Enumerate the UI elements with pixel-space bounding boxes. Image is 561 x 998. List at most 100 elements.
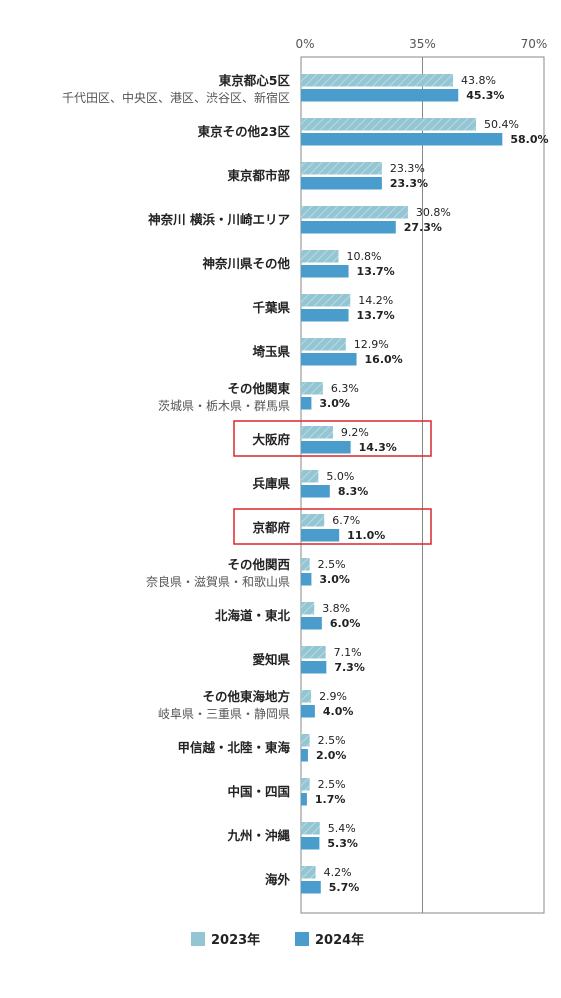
value-label-2024: 58.0% [510, 133, 548, 146]
category-label: その他東海地方 [202, 689, 290, 704]
value-label-2024: 13.7% [357, 265, 395, 278]
highlight-box [233, 508, 432, 545]
category-label: 愛知県 [252, 652, 290, 667]
value-label-2023: 12.9% [354, 338, 389, 351]
value-label-2024: 8.3% [338, 485, 369, 498]
value-label-2024: 1.7% [315, 793, 346, 806]
category-label: 甲信越・北陸・東海 [177, 740, 290, 755]
category-label: 海外 [265, 872, 291, 887]
bar-2023 [301, 470, 319, 483]
bar-2024 [301, 837, 320, 850]
value-label-2024: 27.3% [404, 221, 442, 234]
value-label-2023: 4.2% [324, 866, 352, 879]
bar-2023 [301, 602, 315, 615]
category-label: 大阪府 [252, 432, 290, 447]
bar-2024 [301, 529, 340, 542]
bar-2024 [301, 485, 330, 498]
category-label: その他関西 [227, 557, 290, 572]
bar-2023 [301, 558, 310, 571]
value-label-2023: 6.3% [331, 382, 359, 395]
bar-2024 [301, 573, 312, 586]
value-label-2024: 11.0% [347, 529, 385, 542]
category-sublabel: 茨城県・栃木県・群馬県 [158, 399, 290, 413]
tick-label: 35% [409, 37, 436, 51]
tick-label: 70% [521, 37, 548, 51]
bar-2024 [301, 133, 503, 146]
category-label: 千葉県 [252, 300, 290, 315]
bar-2023 [301, 382, 323, 395]
bar-2023 [301, 206, 408, 219]
bar-2024 [301, 221, 396, 234]
bar-2023 [301, 690, 312, 703]
value-label-2024: 6.0% [330, 617, 361, 630]
category-label: 北海道・東北 [215, 608, 291, 623]
category-sublabel: 千代田区、中央区、港区、渋谷区、新宿区 [62, 90, 290, 105]
value-label-2023: 30.8% [416, 206, 451, 219]
value-label-2023: 2.5% [318, 778, 346, 791]
category-labels: 東京都心5区千代田区、中央区、港区、渋谷区、新宿区東京その他23区東京都市部神奈… [62, 73, 291, 887]
x-axis-ticks: 0% 35% 70% [295, 37, 547, 51]
tick-label: 0% [295, 37, 314, 51]
value-label-2024: 16.0% [365, 353, 403, 366]
bar-2024 [301, 177, 382, 190]
value-label-2023: 10.8% [346, 250, 381, 263]
value-label-2023: 7.1% [334, 646, 362, 659]
legend-label-2024: 2024年 [315, 932, 364, 948]
value-label-2023: 2.9% [319, 690, 347, 703]
value-label-2023: 50.4% [484, 118, 519, 131]
value-label-2024: 3.0% [319, 397, 350, 410]
value-label-2024: 4.0% [323, 705, 354, 718]
value-label-2023: 2.5% [318, 558, 346, 571]
value-label-2024: 5.7% [329, 881, 360, 894]
bar-2023 [301, 118, 476, 131]
highlight-boxes [233, 420, 432, 545]
bar-2023 [301, 294, 351, 307]
bar-2024 [301, 617, 322, 630]
legend-swatch-2024 [295, 932, 309, 946]
bars-layer: 43.8% 45.3% 50.4% 58.0% 23.3% 23.3% 30.8% 27.3%… [301, 74, 549, 894]
category-label: 東京都市部 [227, 168, 290, 183]
value-label-2023: 43.8% [461, 74, 496, 87]
value-label-2024: 3.0% [319, 573, 350, 586]
category-label: 兵庫県 [252, 476, 290, 491]
bar-2024 [301, 397, 312, 410]
value-label-2023: 5.0% [326, 470, 354, 483]
category-label: 中国・四国 [227, 784, 290, 799]
legend-label-2023: 2023年 [211, 932, 260, 948]
bar-2023 [301, 250, 339, 263]
legend: 2023年 2024年 [191, 932, 364, 948]
value-label-2024: 14.3% [359, 441, 397, 454]
category-label: その他関東 [227, 381, 290, 396]
bar-2024 [301, 881, 321, 894]
bar-2023 [301, 74, 454, 87]
bar-2023 [301, 338, 346, 351]
bar-2023 [301, 646, 326, 659]
bar-2023 [301, 778, 310, 791]
bar-2024 [301, 309, 349, 322]
bar-2024 [301, 265, 349, 278]
category-label: 九州・沖縄 [226, 828, 290, 843]
bar-2023 [301, 866, 316, 879]
bar-2024 [301, 749, 308, 762]
value-label-2024: 5.3% [327, 837, 358, 850]
category-label: 埼玉県 [252, 344, 290, 359]
category-label: 東京その他23区 [198, 124, 291, 139]
bar-2024 [301, 353, 357, 366]
bar-2023 [301, 822, 320, 835]
bar-2024 [301, 705, 315, 718]
value-label-2023: 5.4% [328, 822, 356, 835]
bar-2023 [301, 162, 382, 175]
bar-2024 [301, 793, 307, 806]
value-label-2023: 3.8% [322, 602, 350, 615]
value-label-2024: 23.3% [390, 177, 428, 190]
value-label-2023: 2.5% [318, 734, 346, 747]
value-label-2023: 6.7% [332, 514, 360, 527]
legend-swatch-2023 [191, 932, 205, 946]
value-label-2024: 7.3% [334, 661, 365, 674]
bar-2023 [301, 514, 325, 527]
category-sublabel: 奈良県・滋賀県・和歌山県 [146, 574, 290, 589]
category-label: 東京都心5区 [219, 73, 291, 88]
category-sublabel: 岐阜県・三重県・静岡県 [158, 707, 290, 721]
category-label: 神奈川県その他 [202, 256, 290, 271]
